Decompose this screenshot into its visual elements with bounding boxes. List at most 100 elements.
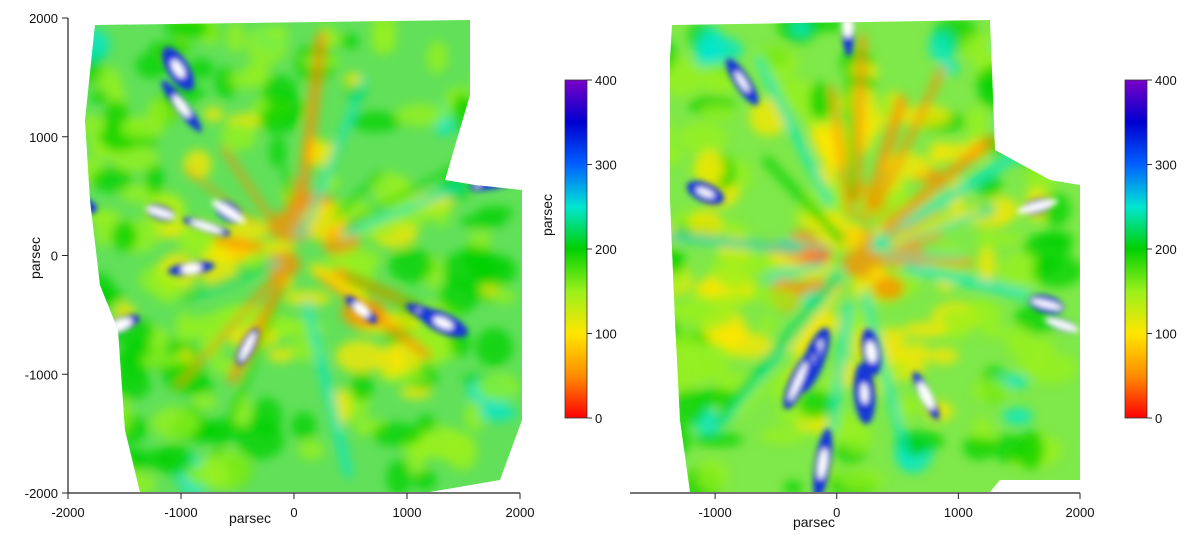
heat-blob xyxy=(135,52,170,79)
heat-blob xyxy=(164,20,211,39)
heat-streak xyxy=(243,274,278,311)
heat-blob xyxy=(693,280,725,298)
heat-blob xyxy=(119,116,165,140)
heat-blob xyxy=(670,143,684,166)
left-colorbar: 400 300 200 100 0 xyxy=(564,73,617,426)
left-heatmap xyxy=(85,20,522,492)
heat-streak xyxy=(852,34,867,202)
heat-blob xyxy=(670,302,695,324)
heat-blob xyxy=(999,252,1039,290)
heat-blob xyxy=(670,259,678,291)
heat-blob xyxy=(670,360,704,392)
colorbar-tick-label: 300 xyxy=(595,158,617,173)
colorbar-tick-label: 100 xyxy=(595,327,617,342)
heat-blob xyxy=(964,300,1002,328)
heat-blob xyxy=(211,357,235,375)
heat-blob xyxy=(290,411,317,440)
heat-blob xyxy=(111,221,138,252)
heat-blob xyxy=(783,480,803,492)
heat-blob xyxy=(197,249,238,286)
heat-blob xyxy=(1017,143,1061,169)
heat-blob xyxy=(670,114,674,152)
x-tick-label: -2000 xyxy=(51,505,84,520)
heat-void xyxy=(1030,299,1063,310)
heat-blob xyxy=(991,434,1026,463)
heat-streak xyxy=(670,230,804,255)
heat-streak xyxy=(214,234,264,254)
heat-blob xyxy=(797,390,837,418)
heat-blob xyxy=(928,30,955,63)
heat-streak xyxy=(343,157,470,230)
heat-blob xyxy=(298,440,325,460)
heat-blob xyxy=(377,345,406,379)
heat-streak xyxy=(902,261,1031,301)
heat-blob xyxy=(476,206,515,219)
left-colorbar-title: parsec xyxy=(539,194,555,236)
heat-blob xyxy=(371,27,396,56)
heat-blob xyxy=(91,167,133,193)
heat-blob xyxy=(85,377,109,392)
heat-streak xyxy=(715,274,840,424)
heat-streak xyxy=(828,86,853,218)
heat-blob xyxy=(711,252,758,288)
heat-blob xyxy=(350,111,401,133)
heat-blob xyxy=(185,314,229,341)
heat-blob xyxy=(455,156,503,182)
heat-blob xyxy=(1002,407,1034,425)
heat-blob xyxy=(220,121,257,151)
heat-blob xyxy=(670,309,678,347)
heat-blob xyxy=(1008,123,1060,147)
heat-void xyxy=(788,361,808,401)
heat-blob xyxy=(1005,338,1024,354)
heat-blob xyxy=(85,358,114,390)
y-tick-label: -1000 xyxy=(25,367,58,382)
heat-blob xyxy=(226,21,246,53)
heat-streak xyxy=(883,252,964,259)
heat-streak xyxy=(341,183,464,238)
heat-blob xyxy=(94,401,127,438)
heat-blob xyxy=(156,443,193,476)
heat-blob xyxy=(85,419,116,444)
heat-streak xyxy=(299,76,368,239)
heat-blob xyxy=(140,353,181,367)
heat-blob xyxy=(790,20,812,37)
heat-blob xyxy=(692,361,733,382)
heat-blob xyxy=(251,397,283,437)
heat-blob xyxy=(183,149,212,180)
heat-blob xyxy=(352,216,399,240)
y-tick-label: 1000 xyxy=(29,130,58,145)
heat-streak xyxy=(182,263,268,301)
heat-blob xyxy=(85,272,115,312)
heat-blob xyxy=(677,122,728,154)
heat-blob xyxy=(670,241,675,256)
x-tick-label: -1000 xyxy=(164,505,197,520)
heat-void xyxy=(670,334,674,353)
heat-blob xyxy=(872,276,905,301)
colorbar-tick-label: 0 xyxy=(595,411,602,426)
right-heatmap xyxy=(670,20,1080,492)
heat-blob xyxy=(761,289,798,309)
heat-blob xyxy=(85,27,111,62)
heat-streak xyxy=(761,155,846,245)
heat-streak xyxy=(802,288,820,306)
x-tick-label: 2000 xyxy=(506,505,535,520)
heat-blob xyxy=(199,450,252,490)
heat-blob xyxy=(670,58,705,97)
heat-blob xyxy=(976,64,1019,97)
heat-blob xyxy=(85,274,99,312)
heat-blob xyxy=(477,373,520,401)
heat-blob xyxy=(900,105,952,128)
heat-void xyxy=(1044,317,1080,332)
heat-blob xyxy=(85,115,111,134)
heat-streak xyxy=(827,301,853,433)
heat-streak xyxy=(864,95,908,211)
heat-blob xyxy=(224,217,270,242)
heat-blob xyxy=(694,149,726,187)
left-y-axis-title: parsec xyxy=(27,237,43,279)
heat-blob xyxy=(1026,352,1078,384)
heat-void xyxy=(917,381,935,410)
heat-streak xyxy=(764,260,826,283)
